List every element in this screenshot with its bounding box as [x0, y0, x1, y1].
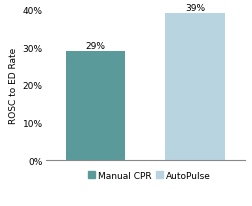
Bar — [65, 52, 125, 161]
Legend: Manual CPR, AutoPulse: Manual CPR, AutoPulse — [88, 171, 210, 180]
Y-axis label: ROSC to ED Rate: ROSC to ED Rate — [9, 48, 18, 123]
Bar — [165, 14, 225, 161]
Text: 29%: 29% — [85, 42, 105, 50]
Text: 39%: 39% — [185, 4, 205, 13]
